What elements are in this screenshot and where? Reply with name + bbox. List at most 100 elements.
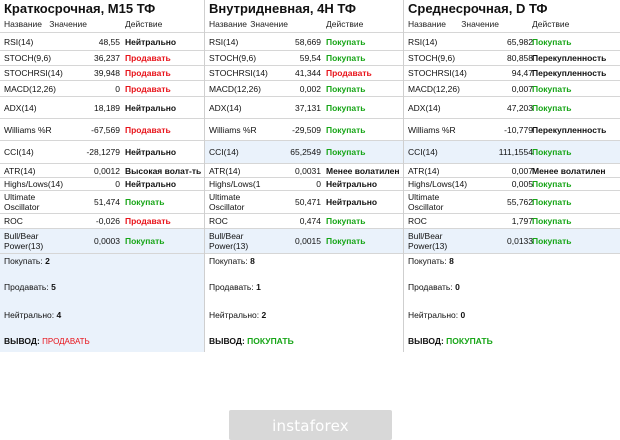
indicator-action: Покупать bbox=[532, 216, 572, 226]
indicator-name: MACD(12,26) bbox=[408, 83, 460, 94]
indicator-name: RSI(14) bbox=[4, 36, 34, 47]
indicator-name: ADX(14) bbox=[4, 102, 37, 113]
indicator-name: STOCH(9,6) bbox=[209, 53, 257, 63]
indicator-action: Покупать bbox=[532, 102, 572, 113]
verdict-line: ВЫВОД: ПОКУПАТЬ bbox=[209, 336, 294, 346]
table-row: Ultimate Oscillator 50,471 Нейтрально bbox=[205, 190, 403, 213]
table-row: STOCHRSI(14) 94,47 Перекупленность bbox=[404, 65, 620, 80]
indicator-name: RSI(14) bbox=[408, 36, 438, 47]
indicator-action: Покупать bbox=[532, 197, 572, 207]
indicator-action: Покупать bbox=[326, 83, 366, 94]
indicator-value: -29,509 bbox=[292, 124, 321, 135]
indicator-name: Williams %R bbox=[408, 124, 456, 135]
table-row: RSI(14) 58,669 Покупать bbox=[205, 32, 403, 50]
indicator-value: 111,1554 bbox=[498, 147, 533, 157]
header-name: Название bbox=[408, 19, 446, 29]
table-row: STOCHRSI(14) 39,948 Продавать bbox=[0, 65, 204, 80]
indicator-value: 65,982 bbox=[507, 36, 533, 47]
table-row: RSI(14) 65,982 Покупать bbox=[404, 32, 620, 50]
indicator-name: CCI(14) bbox=[4, 147, 34, 157]
indicator-action: Менее волатилен bbox=[532, 165, 606, 176]
header-action: Действие bbox=[326, 19, 364, 29]
panel-short-term: Краткосрочная, M15 ТФ Название Значение Дей… bbox=[0, 0, 205, 352]
header-action: Действие bbox=[532, 19, 570, 29]
indicator-action: Покупать bbox=[125, 197, 165, 207]
indicator-value: 0 bbox=[115, 179, 120, 189]
indicator-name: ADX(14) bbox=[209, 102, 242, 113]
summary-count: 1 bbox=[256, 282, 261, 292]
indicator-value: 0,005 bbox=[511, 179, 533, 189]
summary-count: 8 bbox=[449, 256, 454, 266]
indicator-action: Покупать bbox=[326, 216, 366, 226]
indicator-action: Нейтрально bbox=[326, 179, 378, 189]
indicator-action: Покупать bbox=[532, 236, 572, 246]
table-row: Highs/Lows(14) 0,005 Покупать bbox=[404, 177, 620, 190]
table-row: RSI(14) 48,55 Нейтрально bbox=[0, 32, 204, 50]
indicator-action: Покупать bbox=[532, 147, 572, 157]
indicator-action: Продавать bbox=[326, 68, 372, 78]
indicator-action: Перекупленность bbox=[532, 68, 607, 78]
indicator-name: STOCHRSI(14) bbox=[408, 68, 467, 78]
indicator-name: CCI(14) bbox=[408, 147, 438, 157]
summary-count: 8 bbox=[250, 256, 255, 266]
summary-block: Покупать: 8 Продавать: 1 Нейтрально: 2 ВЫВО… bbox=[205, 253, 403, 352]
indicator-name: MACD(12,26) bbox=[4, 83, 56, 94]
logo-text: instaforex bbox=[272, 417, 349, 435]
indicator-value: 55,762 bbox=[507, 197, 533, 207]
indicator-action: Покупать bbox=[326, 102, 366, 113]
summary-label: Продавать: bbox=[209, 282, 254, 292]
indicator-action: Продавать bbox=[125, 83, 171, 94]
summary-label: Покупать: bbox=[209, 256, 248, 266]
indicator-name: Williams %R bbox=[209, 124, 257, 135]
table-row: CCI(14) 65,2549 Покупать bbox=[205, 140, 403, 163]
indicator-value: 0,0015 bbox=[295, 236, 321, 246]
table-row: Highs/Lows(14) 0 Нейтрально bbox=[0, 177, 204, 190]
header-value: Значение bbox=[49, 19, 87, 29]
summary-block: Покупать: 2 Продавать: 5 Нейтрально: 4 ВЫВО… bbox=[0, 253, 204, 352]
indicator-name: ATR(14) bbox=[408, 165, 440, 176]
table-row: ATR(14) 0,0012 Высокая волат-ть bbox=[0, 163, 204, 177]
indicator-name: RSI(14) bbox=[209, 36, 239, 47]
indicator-action: Нейтрально bbox=[125, 179, 177, 189]
summary-count: 4 bbox=[56, 310, 62, 320]
indicator-action: Продавать bbox=[125, 53, 171, 63]
indicator-action: Покупать bbox=[125, 236, 165, 246]
indicator-value: -28,1279 bbox=[86, 147, 120, 157]
summary-sell-count: Продавать: 1 bbox=[209, 282, 261, 292]
indicator-value: -10,779 bbox=[504, 124, 533, 135]
indicator-action: Нейтрально bbox=[125, 147, 177, 157]
table-row: ADX(14) 47,203 Покупать bbox=[404, 96, 620, 118]
indicator-value: 37,131 bbox=[295, 102, 321, 113]
indicator-value: 0,007 bbox=[511, 165, 533, 176]
indicator-name: STOCHRSI(14) bbox=[4, 68, 63, 78]
indicator-name: Highs/Lows(14) bbox=[408, 179, 468, 189]
table-header: Название Значение Действие bbox=[205, 18, 403, 32]
indicator-name: ROC bbox=[209, 216, 228, 226]
table-row: STOCH(9,6) 59,54 Покупать bbox=[205, 50, 403, 65]
panel-title: Краткосрочная, M15 ТФ bbox=[4, 1, 156, 16]
summary-sell-count: Продавать: 0 bbox=[408, 282, 460, 292]
verdict-line: ВЫВОД: ПОКУПАТЬ bbox=[408, 336, 493, 346]
indicator-value: 0 bbox=[115, 83, 120, 94]
indicator-action: Перекупленность bbox=[532, 53, 607, 63]
table-row: MACD(12,26) 0 Продавать bbox=[0, 80, 204, 96]
indicator-value: 58,669 bbox=[295, 36, 321, 47]
indicator-value: 0,0133 bbox=[507, 236, 533, 246]
indicator-value: 36,237 bbox=[94, 53, 120, 63]
summary-label: Нейтрально: bbox=[408, 310, 459, 320]
indicator-value: -0,026 bbox=[95, 216, 120, 226]
summary-count: 2 bbox=[45, 256, 50, 266]
timeframe-panels: Краткосрочная, M15 ТФ Название Значение Дей… bbox=[0, 0, 620, 352]
summary-sell-count: Продавать: 5 bbox=[4, 282, 56, 292]
summary-count: 5 bbox=[51, 282, 56, 292]
indicator-name: ROC bbox=[4, 216, 23, 226]
summary-label: Покупать: bbox=[4, 256, 43, 266]
indicator-name: Highs/Lows(14) bbox=[4, 179, 64, 189]
indicator-name: Williams %R bbox=[4, 124, 52, 135]
table-row: ADX(14) 18,189 Нейтрально bbox=[0, 96, 204, 118]
indicator-value: 48,55 bbox=[98, 36, 120, 47]
table-row: STOCH(9,6) 36,237 Продавать bbox=[0, 50, 204, 65]
instaforex-logo: instaforex bbox=[229, 410, 392, 440]
summary-buy-count: Покупать: 2 bbox=[4, 256, 50, 266]
